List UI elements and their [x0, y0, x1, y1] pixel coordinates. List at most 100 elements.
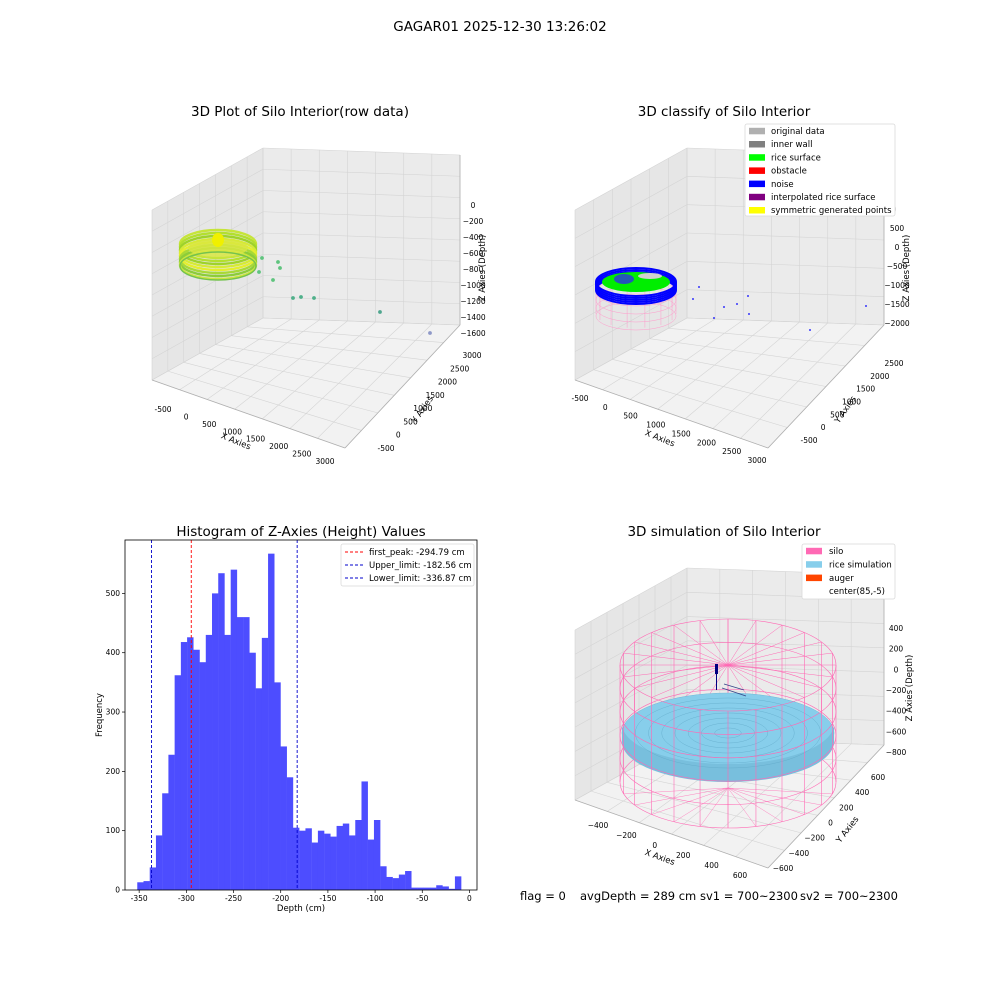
p4-x-tick: 200 — [676, 851, 691, 860]
info-sv2: sv2 = 700~2300 — [800, 889, 898, 903]
panel-raw-3d-zlabel: Z Axies (Depth) — [478, 235, 488, 302]
p4-z-tick: −200 — [886, 686, 907, 695]
histogram-bar — [398, 874, 406, 890]
p1-x-tick: 0 — [184, 412, 189, 421]
legend-swatch — [749, 207, 765, 214]
p4-y-tick: −400 — [789, 849, 810, 858]
grid-line — [262, 190, 461, 198]
y-tick-label: 100 — [106, 826, 121, 835]
p2-z-tick: −1000 — [884, 281, 910, 290]
x-tick-label: 0 — [467, 894, 472, 903]
silo-roof-wire — [651, 632, 729, 666]
silo-floor-wire — [673, 787, 729, 823]
panel-raw-3d-outliers — [257, 256, 432, 335]
grid-line — [151, 296, 264, 360]
p1-y-tick: 1000 — [413, 404, 432, 413]
legend-label: Upper_limit: -182.56 cm — [369, 561, 472, 571]
p1-y-tick: 3000 — [462, 351, 481, 360]
histogram-bar — [174, 675, 182, 890]
legend-swatch — [806, 574, 822, 582]
histogram-bar — [311, 842, 319, 890]
panel-classify-3d-noise-points — [692, 286, 867, 331]
grid-line — [649, 338, 846, 367]
p2-z-tick: −2000 — [884, 319, 910, 328]
noise-point — [723, 306, 725, 308]
outlier-point — [299, 295, 303, 299]
point-cloud-ring — [179, 251, 257, 281]
noise-point — [748, 313, 750, 315]
pane-floor — [152, 318, 460, 448]
p2-y-tick: -500 — [800, 436, 817, 445]
silo-ring-front — [619, 664, 837, 712]
auger-marker — [715, 664, 747, 697]
p4-y-tick: 0 — [828, 819, 833, 828]
grid-line — [151, 147, 264, 211]
p2-y-tick: 0 — [821, 423, 826, 432]
p2-x-tick: 1500 — [672, 429, 691, 438]
grid-line — [735, 743, 852, 857]
histogram-bar — [355, 820, 362, 890]
legend-frame — [340, 543, 475, 587]
p4-z-tick: 400 — [889, 624, 904, 633]
x-tick-label: -200 — [272, 894, 289, 903]
silo-roof-wire — [727, 664, 833, 678]
histogram-bar — [430, 887, 437, 890]
histogram-bar — [268, 553, 275, 890]
grid-line — [289, 322, 404, 429]
p4-x-tick: 600 — [733, 871, 748, 880]
p2-x-tick: 2500 — [722, 447, 741, 456]
silo-roof-wire — [727, 652, 833, 666]
histogram-bar — [392, 878, 400, 890]
grid-line — [183, 361, 378, 414]
panel-raw-3d-zticks: 0 −200 −400 −600 −800 −1000 −1200 −1400 −1600 — [460, 201, 486, 338]
grid-line — [262, 317, 461, 326]
silo-roof-wire — [634, 641, 729, 666]
panel-classify-3d-yticks: -500 0 500 1000 1500 2000 2500 — [800, 359, 903, 445]
p1-y-tick: 2000 — [438, 378, 457, 387]
p2-x-tick: -500 — [571, 394, 588, 403]
grid-line — [574, 204, 688, 267]
silo-floor-wire — [727, 787, 757, 827]
silo-ring-front — [619, 711, 837, 759]
legend-swatch — [749, 180, 765, 188]
p2-x-tick: 0 — [603, 403, 608, 412]
p1-z-tick: −1200 — [460, 297, 486, 306]
p4-y-tick: −200 — [804, 834, 825, 843]
grid-line — [686, 232, 885, 241]
auger-wire — [716, 674, 717, 690]
grid-line — [574, 261, 688, 324]
axis-edge — [574, 379, 769, 449]
grid-line — [686, 640, 885, 649]
p4-y-tick: 400 — [855, 788, 870, 797]
p2-z-tick: −500 — [887, 262, 908, 271]
histogram-bar — [324, 833, 331, 890]
p4-x-tick: 400 — [704, 861, 719, 870]
panel-simulation-3d-title: 3D simulation of Silo Interior — [627, 524, 821, 540]
p4-x-tick: 0 — [652, 841, 657, 850]
grid-line — [622, 773, 818, 816]
histogram-bar — [243, 617, 250, 890]
histogram-legend: first_peak: -294.79 cm Upper_limit: -182.… — [340, 543, 475, 587]
grid-line — [262, 147, 461, 156]
histogram-bar — [249, 652, 256, 890]
histogram-bar — [149, 867, 157, 890]
p1-z-tick: −1600 — [460, 329, 486, 338]
p1-y-tick: 500 — [403, 417, 418, 426]
legend-label: Lower_limit: -336.87 cm — [369, 574, 471, 584]
y-tick-label: 0 — [115, 886, 120, 895]
grid-line — [215, 344, 411, 379]
p4-z-tick: 0 — [894, 665, 899, 674]
grid-line — [686, 664, 885, 673]
legend-label: interpolated rice surface — [771, 193, 876, 203]
inner-wall-wire — [595, 293, 677, 323]
p4-y-tick: 200 — [839, 803, 854, 812]
noise-point — [692, 298, 694, 300]
grid-line — [151, 317, 264, 381]
p1-z-tick: −200 — [463, 217, 484, 226]
axis-edge — [574, 799, 769, 869]
grid-line — [668, 328, 865, 346]
legend-label: first_peak: -294.79 cm — [369, 548, 465, 558]
silo-ring-back — [619, 665, 837, 712]
legend-label: original data — [771, 127, 825, 137]
